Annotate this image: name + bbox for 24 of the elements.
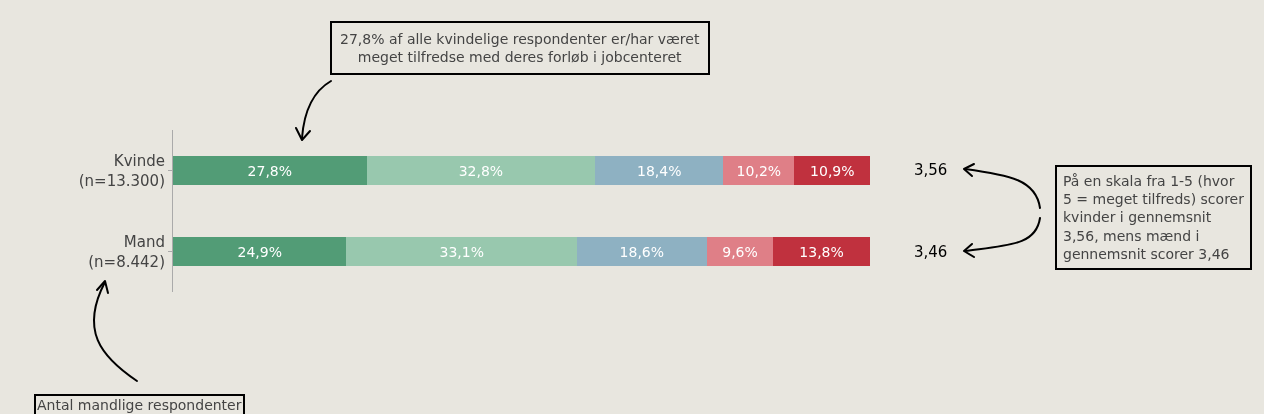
data-label: 24,9% (237, 243, 282, 260)
bar (346, 236, 578, 267)
bar (173, 155, 367, 186)
bar (173, 236, 347, 267)
data-label: 33,1% (439, 243, 484, 260)
y-tick-label: Mand (n=8.442) (88, 233, 165, 271)
data-label: 18,6% (619, 243, 665, 260)
data-label: 9,6% (722, 243, 758, 260)
bar (773, 236, 870, 267)
text: 27,8% af alle kvindelige respondenter er/har været meget tilfredse med deres forløb i jobcenteret (340, 31, 700, 66)
data-label: 27,8% (247, 162, 293, 179)
bar (595, 155, 724, 186)
data-label: 10,2% (736, 162, 782, 179)
bar (366, 155, 596, 186)
y-tick-label: Kvinde (n=13.300) (78, 152, 165, 190)
data-label: 10,9% (810, 162, 855, 179)
data-label: 32,8% (458, 162, 504, 179)
text: På en skala fra 1-5 (hvor 5 = meget tilfreds) scorer kvinder i gennemsnit 3,56, mens mænd i gennemsnit scorer 3,46 (1063, 173, 1245, 262)
text: 3,46 (914, 243, 948, 261)
data-label: 13,8% (799, 243, 844, 260)
data-label: 18,4% (636, 162, 682, 179)
text: 3,56 (914, 161, 948, 179)
bar (577, 236, 707, 267)
text: Antal mandlige respondenter (37, 397, 242, 413)
